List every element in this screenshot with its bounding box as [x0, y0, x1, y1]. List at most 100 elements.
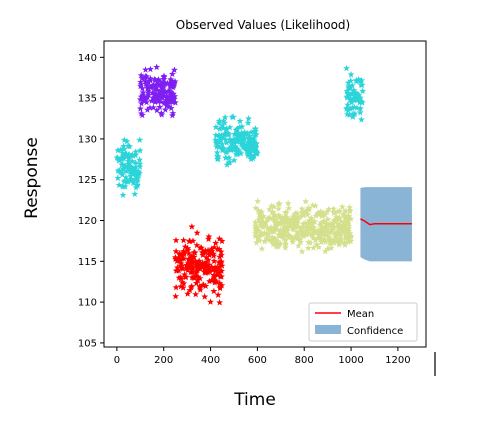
data-point [167, 75, 175, 83]
data-point [309, 201, 317, 209]
data-point [326, 240, 334, 247]
data-point [255, 217, 263, 224]
data-point [199, 251, 207, 258]
data-point [351, 103, 358, 111]
data-point [313, 227, 321, 234]
data-point [164, 94, 172, 102]
data-point [310, 244, 317, 251]
data-point [216, 299, 224, 306]
data-point [328, 226, 336, 233]
data-point [114, 154, 122, 162]
data-point [217, 273, 224, 280]
data-point [149, 89, 156, 96]
data-point [155, 76, 162, 83]
data-point [316, 234, 324, 241]
data-point [119, 165, 127, 172]
data-point [134, 177, 142, 184]
data-point [236, 123, 244, 130]
data-point [252, 144, 259, 151]
plot-frame [103, 40, 427, 348]
data-point [154, 98, 162, 105]
data-point [128, 157, 136, 165]
data-point [303, 219, 311, 227]
data-point [214, 152, 222, 160]
data-point [184, 290, 192, 297]
data-point [317, 219, 325, 226]
data-point [281, 241, 289, 249]
data-point [327, 229, 335, 236]
data-point [143, 98, 150, 106]
data-point [298, 224, 306, 232]
data-point [202, 282, 210, 289]
data-point [325, 235, 332, 243]
data-point [343, 105, 350, 112]
data-point [174, 264, 181, 271]
data-point [180, 236, 187, 244]
data-point [152, 82, 160, 89]
data-point [194, 276, 202, 284]
data-point [184, 244, 191, 252]
data-point [120, 142, 128, 150]
data-point [150, 83, 157, 91]
data-point [341, 241, 349, 248]
data-point [318, 223, 326, 230]
data-point [212, 123, 220, 131]
data-point [351, 92, 359, 100]
data-point [169, 93, 176, 101]
data-point [138, 100, 145, 107]
data-point [253, 239, 260, 246]
data-point [306, 219, 314, 226]
data-point [117, 146, 125, 153]
data-point [346, 111, 353, 118]
data-point [233, 125, 241, 132]
data-point [194, 266, 201, 274]
data-point [181, 243, 189, 250]
data-point [251, 232, 259, 240]
data-point [210, 273, 218, 281]
data-point [227, 146, 235, 154]
data-point [180, 255, 188, 262]
data-point [200, 265, 208, 272]
data-point [127, 167, 134, 175]
data-point [153, 78, 161, 85]
data-point [265, 214, 273, 221]
data-point [358, 99, 366, 106]
data-point [272, 236, 280, 244]
data-point [233, 151, 241, 158]
data-point [230, 146, 238, 153]
data-point [332, 237, 340, 245]
data-point [358, 116, 365, 123]
data-point [299, 220, 307, 227]
data-point [300, 230, 308, 237]
data-point [136, 163, 144, 170]
data-point [293, 233, 301, 241]
data-point [158, 88, 166, 96]
data-point [121, 136, 128, 143]
data-point [205, 235, 212, 242]
data-point [172, 292, 180, 300]
data-point [147, 75, 154, 82]
data-point [320, 226, 328, 234]
data-point [313, 241, 320, 248]
data-point [146, 104, 154, 111]
data-point [251, 218, 259, 226]
data-point [156, 103, 164, 110]
data-point [155, 90, 163, 97]
y-tick-label: 140 [78, 53, 97, 64]
data-point [192, 269, 200, 277]
data-point [298, 205, 306, 212]
data-point [213, 263, 221, 271]
data-point [348, 82, 356, 89]
data-point [124, 177, 132, 185]
data-point [209, 266, 217, 274]
data-point [244, 119, 252, 126]
data-point [346, 207, 354, 215]
data-point [208, 247, 216, 254]
y-tick-label: 125 [78, 175, 97, 186]
data-point [233, 138, 241, 145]
data-point [119, 160, 127, 168]
data-point [335, 241, 343, 248]
data-point [230, 156, 238, 164]
data-point [312, 202, 319, 209]
